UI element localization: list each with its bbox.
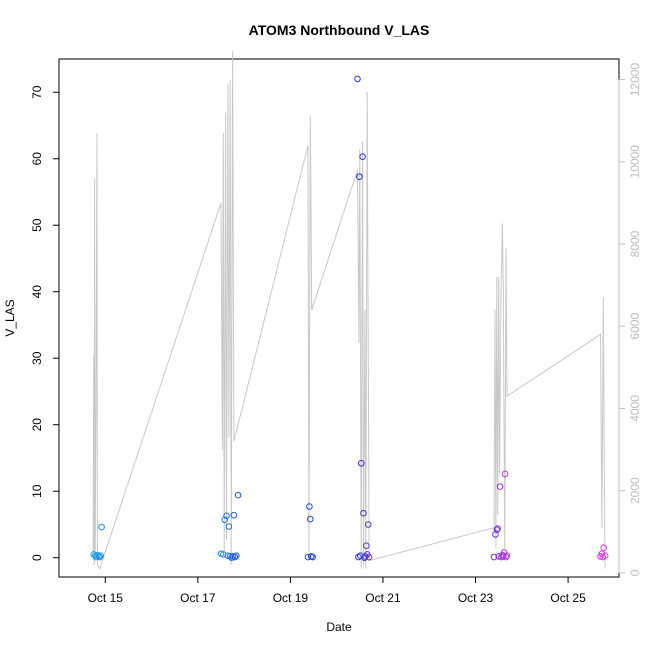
- y-tick-label: 40: [30, 285, 44, 299]
- data-point: [309, 553, 316, 561]
- data-point: [495, 553, 503, 560]
- data-point: [356, 173, 363, 180]
- x-axis-label: Date: [326, 620, 352, 634]
- y2-tick-label: 8000: [628, 230, 642, 257]
- y-tick-label: 50: [30, 218, 44, 232]
- data-point: [500, 553, 507, 560]
- y-tick-label: 70: [30, 85, 44, 99]
- data-point: [226, 553, 234, 560]
- data-point: [354, 75, 361, 83]
- x-tick-label: Oct 25: [550, 591, 586, 605]
- secondary-y-axis: 0 2000 4000 6000 8000 10000 12000: [618, 63, 642, 576]
- data-point: [355, 553, 362, 561]
- y-tick-label: 0: [30, 554, 44, 561]
- y-axis-label: V_LAS: [3, 299, 17, 336]
- y-tick-label: 60: [30, 152, 44, 166]
- data-point: [97, 552, 104, 560]
- data-point: [503, 552, 511, 560]
- data-point: [360, 509, 367, 517]
- plot-frame: [58, 58, 620, 578]
- data-point: [306, 503, 313, 510]
- x-tick-label: Oct 19: [273, 591, 309, 605]
- y2-tick-label: 12000: [628, 63, 642, 97]
- data-point: [493, 526, 501, 534]
- x-tick-label: Oct 23: [458, 591, 494, 605]
- y2-tick-label: 6000: [628, 313, 642, 340]
- data-point: [96, 553, 103, 561]
- data-point: [225, 523, 233, 530]
- y2-tick-label: 4000: [628, 395, 642, 422]
- data-point: [601, 552, 609, 560]
- chart-title: ATOM3 Northbound V_LAS: [249, 22, 430, 38]
- data-point: [359, 153, 366, 160]
- data-point: [220, 551, 227, 558]
- data-point: [501, 470, 509, 478]
- data-point: [362, 553, 369, 560]
- data-point: [98, 523, 105, 531]
- data-point: [502, 553, 510, 561]
- x-tick-label: Oct 17: [180, 591, 216, 605]
- y-axis: 0 10 20 30 40 50 60 70: [30, 85, 60, 561]
- data-point: [492, 531, 499, 538]
- data-point: [357, 460, 365, 467]
- data-point: [230, 511, 238, 519]
- line-layer: [92, 50, 606, 571]
- data-point: [363, 542, 370, 550]
- data-point: [223, 512, 230, 520]
- y2-tick-label: 2000: [628, 477, 642, 504]
- data-point: [234, 491, 242, 499]
- y-tick-label: 20: [30, 418, 44, 432]
- x-tick-label: Oct 21: [365, 591, 401, 605]
- y-tick-label: 30: [30, 351, 44, 365]
- x-tick-label: Oct 15: [88, 591, 124, 605]
- data-point: [494, 525, 502, 532]
- data-point: [490, 553, 498, 561]
- data-point: [364, 521, 372, 528]
- data-point: [307, 515, 314, 523]
- data-point: [496, 483, 504, 490]
- points-layer: [90, 75, 609, 562]
- data-point: [221, 516, 228, 524]
- series-line: [92, 50, 606, 571]
- data-point: [600, 544, 608, 552]
- y2-tick-label: 0: [628, 569, 642, 576]
- x-axis: Oct 15 Oct 17 Oct 19 Oct 21 Oct 23 Oct 25: [88, 576, 586, 605]
- data-point: [365, 553, 373, 561]
- data-point: [233, 552, 240, 560]
- y-tick-label: 10: [30, 484, 44, 498]
- data-point: [304, 553, 312, 561]
- y2-tick-label: 10000: [628, 145, 642, 179]
- data-point: [231, 553, 239, 561]
